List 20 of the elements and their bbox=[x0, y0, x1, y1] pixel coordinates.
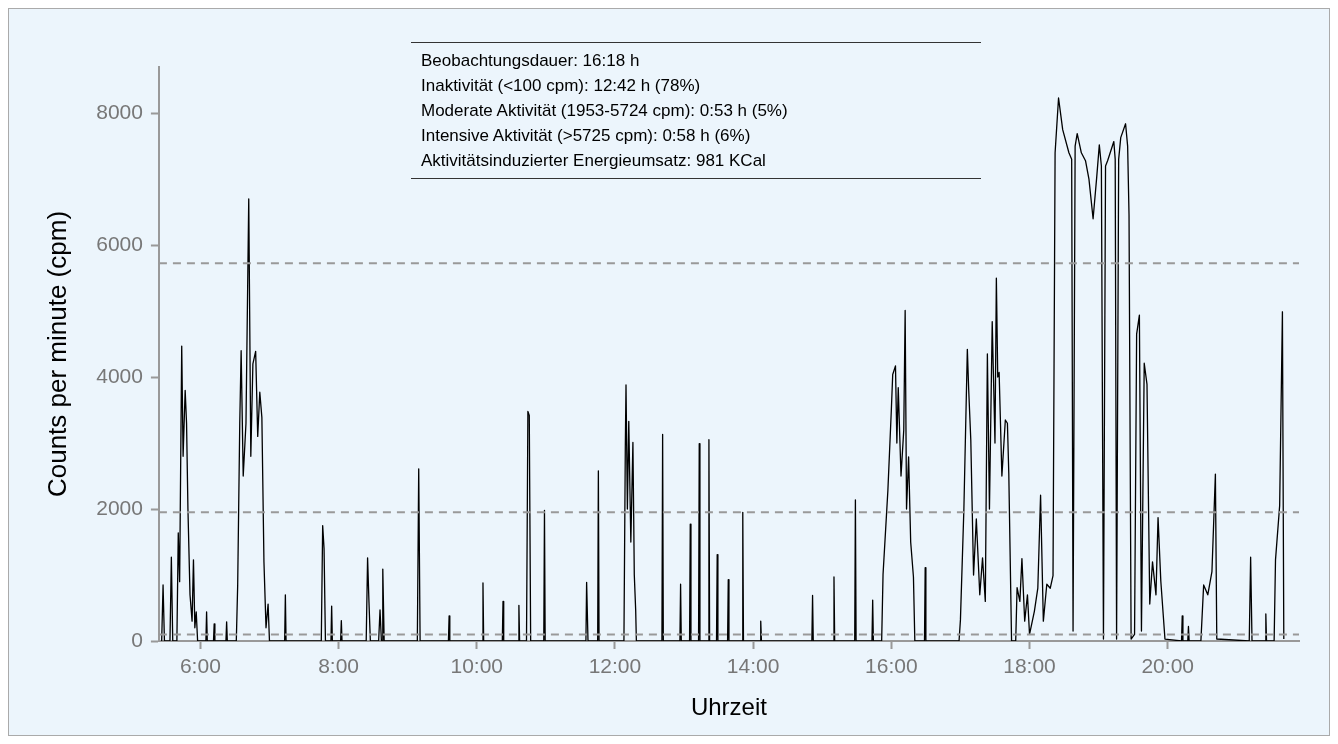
x-tick-label: 18:00 bbox=[1003, 654, 1056, 678]
annotation: Intensive Aktivität (>5725 cpm): 0:58 h (6%) bbox=[421, 125, 752, 147]
y-axis-title: Counts per minute (cpm) bbox=[41, 210, 72, 498]
y-tick-label: 8000 bbox=[96, 99, 143, 123]
x-tick-label: 10:00 bbox=[450, 654, 504, 678]
x-tick-label: 12:00 bbox=[588, 654, 642, 678]
x-axis-title: Uhrzeit bbox=[690, 693, 768, 721]
annotation: Aktivitätsinduzierter Energieumsatz: 981 KCal bbox=[421, 150, 767, 172]
annotation: Inaktivität (<100 cpm): 12:42 h (78%) bbox=[421, 75, 702, 97]
annotation: Beobachtungsdauer: 16:18 h bbox=[421, 50, 641, 72]
x-tick-label: 20:00 bbox=[1141, 654, 1194, 678]
x-tick-label: 16:00 bbox=[865, 654, 918, 678]
annotation: Moderate Aktivität (1953-5724 cpm): 0:53 h (5%) bbox=[421, 100, 789, 122]
y-tick-label: 0 bbox=[131, 627, 143, 651]
x-tick-label: 8:00 bbox=[318, 654, 359, 678]
y-tick-label: 6000 bbox=[96, 231, 143, 255]
x-tick-label: 14:00 bbox=[726, 654, 780, 678]
x-tick-label: 6:00 bbox=[179, 654, 221, 678]
y-tick-label: 2000 bbox=[96, 495, 143, 519]
y-tick-label: 4000 bbox=[96, 363, 143, 387]
